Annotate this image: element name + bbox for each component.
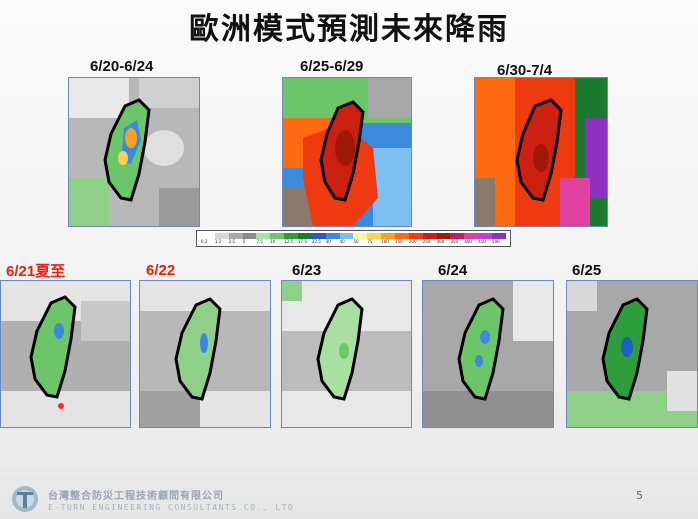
scale-tick-label: 350 bbox=[450, 239, 459, 244]
scale-tick-label: 250 bbox=[422, 239, 431, 244]
scale-swatch bbox=[242, 233, 257, 239]
daily-label-4: 6/24 bbox=[438, 262, 468, 279]
scale-tick-label: 50 bbox=[353, 239, 359, 244]
scale-tick-label: 75 bbox=[367, 239, 373, 244]
page-number: 5 bbox=[636, 489, 643, 502]
scale-swatch bbox=[422, 233, 437, 239]
page-title: 歐洲模式預測未來降雨 bbox=[189, 12, 509, 47]
scale-swatch bbox=[408, 233, 423, 239]
scale-tick-label: 40 bbox=[339, 239, 345, 244]
daily-map-4 bbox=[422, 280, 554, 428]
scale-swatch bbox=[270, 233, 285, 239]
company-name-en: E-TURN ENGINEERING CONSULTANTS CO., LTD bbox=[48, 503, 295, 512]
scale-swatch bbox=[284, 233, 299, 239]
scale-swatch bbox=[228, 233, 243, 239]
scale-swatch bbox=[478, 233, 493, 239]
scale-tick-label: 2.5 bbox=[228, 239, 236, 244]
weekly-map-3 bbox=[474, 77, 608, 227]
scale-swatch bbox=[298, 233, 312, 239]
scale-swatch bbox=[339, 233, 354, 239]
scale-swatch bbox=[436, 233, 451, 239]
scale-tick-label: 400 bbox=[464, 239, 472, 244]
daily-map-5 bbox=[566, 280, 698, 428]
weekly-map-2 bbox=[282, 77, 412, 227]
scale-tick-label: 17.5 bbox=[298, 239, 307, 244]
scale-tick-label: 1.2 bbox=[214, 239, 222, 244]
scale-swatch bbox=[492, 233, 506, 239]
scale-tick-label: 5 bbox=[242, 239, 246, 244]
weekly-label-1: 6/20-6/24 bbox=[90, 58, 154, 75]
company-name: 台灣整合防災工程技術顧問有限公司 bbox=[48, 491, 224, 502]
scale-swatch bbox=[450, 233, 465, 239]
daily-label-1: 6/21夏至 bbox=[6, 263, 66, 280]
scale-swatch bbox=[311, 233, 326, 239]
scale-tick-label: 450 bbox=[478, 239, 486, 244]
scale-tick-label: 150 bbox=[395, 239, 403, 244]
scale-swatch bbox=[367, 233, 382, 239]
scale-swatch bbox=[325, 233, 340, 239]
scale-swatch bbox=[214, 233, 229, 239]
daily-label-5: 6/25 bbox=[572, 262, 602, 279]
daily-label-3: 6/23 bbox=[292, 262, 322, 279]
scale-tick-label: 30 bbox=[325, 239, 331, 244]
scale-tick-label: 300 bbox=[436, 239, 445, 244]
scale-swatch bbox=[201, 233, 215, 239]
scale-tick-label: 12.5 bbox=[284, 239, 294, 244]
daily-map-3 bbox=[281, 280, 412, 428]
weekly-map-1 bbox=[68, 77, 200, 227]
weekly-label-2: 6/25-6/29 bbox=[300, 58, 364, 75]
rainfall-color-scale: 0.2 1.2 2.5 5 7.5 10 12.5 17.5 22.5 30 40 50 75 100 15… bbox=[196, 230, 511, 247]
scale-swatch bbox=[381, 233, 396, 239]
weekly-label-3: 6/30-7/4 bbox=[497, 62, 553, 79]
daily-label-2: 6/22 bbox=[146, 262, 176, 279]
scale-tick-label: 10 bbox=[270, 239, 276, 244]
daily-map-2 bbox=[139, 280, 271, 428]
scale-swatch bbox=[464, 233, 479, 239]
scale-tick-label: 22.5 bbox=[311, 239, 321, 244]
scale-tick-label: 100 bbox=[381, 239, 389, 244]
scale-swatch bbox=[395, 233, 409, 239]
company-logo bbox=[8, 484, 42, 514]
scale-swatch bbox=[256, 233, 271, 239]
scale-swatch bbox=[353, 233, 368, 239]
daily-map-1 bbox=[0, 280, 131, 428]
scale-tick-label: 7.5 bbox=[256, 239, 263, 244]
scale-tick-label: 500 bbox=[492, 239, 500, 244]
scale-tick-label: 200 bbox=[408, 239, 417, 244]
scale-tick-label: 0.2 bbox=[201, 239, 208, 244]
